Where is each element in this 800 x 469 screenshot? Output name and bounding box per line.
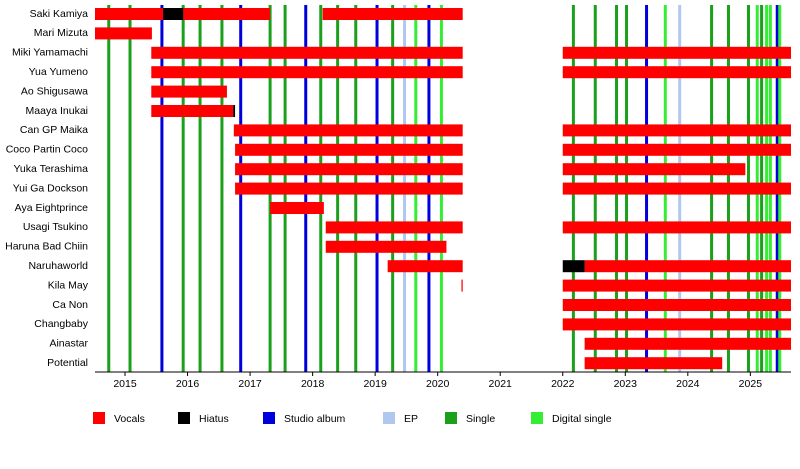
legend-swatch (93, 412, 105, 424)
x-tick-label: 2017 (238, 378, 262, 390)
member-span (95, 27, 152, 40)
member-span (584, 337, 791, 350)
x-tick-label: 2025 (739, 378, 763, 390)
x-tick-label: 2019 (363, 378, 387, 390)
member-label: Saki Kamiya (30, 8, 89, 20)
member-label: Usagi Tsukino (23, 221, 88, 233)
member-span (584, 357, 723, 370)
x-tick-label: 2015 (113, 378, 137, 390)
member-label: Ao Shigusawa (21, 85, 88, 97)
legend-item: Vocals (93, 412, 145, 425)
member-span (233, 105, 236, 117)
member-span (95, 8, 164, 20)
x-tick-label: 2021 (489, 378, 513, 390)
member-label: Naruhaworld (28, 260, 88, 272)
legend-label: Vocals (114, 413, 145, 425)
member-span (151, 46, 463, 59)
member-span (562, 163, 746, 176)
member-span (151, 66, 463, 79)
member-label: Can GP Maika (20, 124, 88, 136)
x-tick-label: 2023 (614, 378, 638, 390)
member-label: Kila May (48, 279, 89, 291)
member-span (562, 124, 791, 137)
member-span (562, 46, 791, 59)
member-span (562, 260, 585, 273)
member-label: Coco Partin Coco (6, 144, 88, 156)
legend-label: EP (404, 413, 418, 425)
x-tick-label: 2016 (176, 378, 200, 390)
member-span (562, 221, 791, 234)
x-tick-label: 2020 (426, 378, 450, 390)
member-span (562, 143, 791, 156)
member-label: Haruna Bad Chiin (5, 241, 88, 253)
member-span (325, 221, 463, 234)
member-label: Yui Ga Dockson (13, 182, 88, 194)
x-tick-label: 2024 (676, 378, 700, 390)
member-span (183, 8, 271, 20)
member-span (387, 260, 463, 273)
legend-label: Digital single (552, 413, 612, 425)
member-span (562, 318, 791, 331)
legend-swatch (383, 412, 395, 424)
member-label: Maaya Inukai (26, 105, 88, 117)
legend-label: Hiatus (199, 413, 229, 425)
member-span (235, 182, 463, 195)
legend-item: Single (445, 412, 495, 425)
member-label: Mari Mizuta (34, 27, 88, 39)
member-span (562, 279, 791, 292)
legend-swatch (178, 412, 190, 424)
member-label: Yuka Terashima (13, 163, 88, 175)
legend-item: EP (383, 412, 418, 425)
member-label: Ca Non (52, 299, 88, 311)
member-span (235, 163, 463, 176)
member-span (235, 143, 463, 156)
legend-label: Single (466, 413, 495, 425)
member-span (151, 105, 234, 117)
legend-item: Hiatus (178, 412, 229, 425)
member-label: Potential (47, 357, 88, 369)
member-label: Miki Yamamachi (12, 47, 88, 59)
member-span (163, 8, 184, 20)
member-label: Ainastar (49, 338, 88, 350)
member-span (233, 124, 463, 137)
legend-swatch (445, 412, 457, 424)
member-span (151, 85, 227, 98)
member-span (461, 279, 463, 292)
x-tick-label: 2022 (551, 378, 575, 390)
member-span (325, 240, 447, 253)
member-span (562, 66, 791, 79)
legend-swatch (531, 412, 543, 424)
x-tick-label: 2018 (301, 378, 325, 390)
member-span (562, 299, 791, 311)
member-span (584, 260, 791, 273)
legend-item: Digital single (531, 412, 612, 425)
member-span (270, 202, 324, 214)
legend-item: Studio album (263, 412, 346, 425)
member-span (562, 182, 791, 195)
legend-swatch (263, 412, 275, 424)
member-label: Aya Eightprince (15, 202, 89, 214)
member-span (322, 8, 463, 20)
member-label: Yua Yumeno (29, 66, 89, 78)
member-label: Changbaby (34, 318, 88, 330)
legend-label: Studio album (284, 413, 346, 425)
